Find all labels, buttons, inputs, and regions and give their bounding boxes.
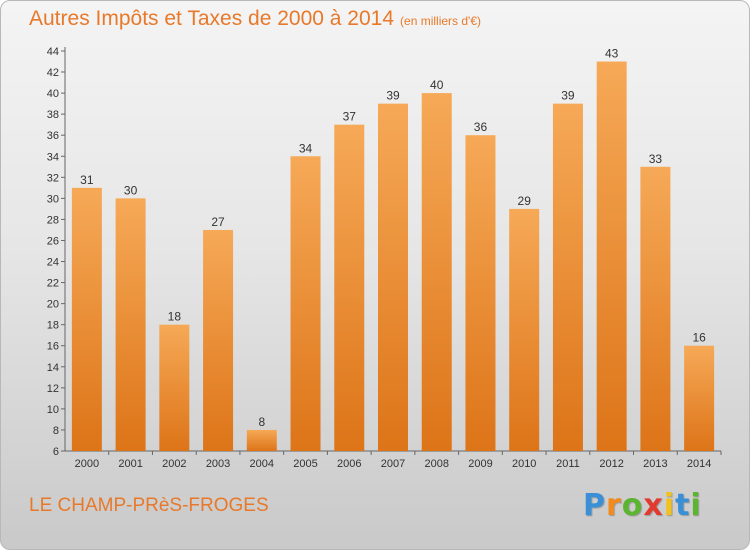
- y-tick-label: 22: [47, 278, 59, 290]
- x-tick-label: 2009: [468, 458, 492, 470]
- y-tick-label: 44: [47, 46, 59, 58]
- x-tick-label: 2001: [118, 458, 142, 470]
- x-tick-label: 2005: [293, 458, 317, 470]
- y-tick-label: 42: [47, 67, 59, 79]
- data-label: 33: [649, 152, 663, 166]
- bar: [640, 166, 671, 451]
- bar: [246, 429, 277, 451]
- logo-letter: t: [675, 488, 691, 523]
- y-tick-label: 20: [47, 299, 59, 311]
- data-label: 31: [80, 173, 94, 187]
- data-label: 18: [168, 310, 182, 324]
- x-tick-label: 2010: [512, 458, 536, 470]
- bar: [421, 93, 452, 452]
- x-tick-label: 2013: [643, 458, 667, 470]
- data-label: 27: [211, 215, 225, 229]
- bar: [684, 345, 715, 451]
- y-tick-label: 30: [47, 193, 59, 205]
- x-tick-label: 2012: [599, 458, 623, 470]
- y-tick-label: 38: [47, 109, 59, 121]
- y-tick-label: 26: [47, 235, 59, 247]
- y-tick-label: 6: [53, 446, 59, 458]
- data-label: 34: [299, 141, 313, 155]
- chart-title-text: Autres Impôts et Taxes de 2000 à 2014: [29, 7, 395, 30]
- logo-letter: x: [643, 488, 664, 523]
- data-label: 29: [518, 194, 532, 208]
- proxiti-logo: Proxiti: [583, 488, 702, 523]
- y-tick-label: 18: [47, 320, 59, 332]
- commune-name: LE CHAMP-PRèS-FROGES: [29, 495, 269, 516]
- bar: [596, 61, 627, 452]
- bar: [115, 198, 146, 451]
- x-tick-label: 2002: [162, 458, 186, 470]
- x-tick-label: 2011: [556, 458, 580, 470]
- logo-letter: P: [583, 488, 606, 523]
- data-label: 39: [386, 89, 400, 103]
- bar: [509, 208, 540, 451]
- logo-letter: r: [606, 488, 622, 523]
- bar: [465, 135, 496, 452]
- plot-area: 6 8 10 12 14 16 18 20 22 24 26 28 30 32 34 36 38 40 42 44 20…: [47, 46, 722, 470]
- y-tick-label: 36: [47, 130, 59, 142]
- chart-title: Autres Impôts et Taxes de 2000 à 2014 (en…: [29, 7, 481, 31]
- y-tick-label: 10: [47, 404, 59, 416]
- y-tick-label: 16: [47, 341, 59, 353]
- y-tick-label: 8: [53, 425, 59, 437]
- logo-letter: o: [621, 488, 644, 523]
- data-label: 36: [474, 120, 488, 134]
- x-tick-label: 2007: [381, 458, 405, 470]
- y-tick-label: 14: [47, 362, 59, 374]
- data-label: 30: [124, 183, 138, 197]
- bar: [159, 324, 190, 451]
- y-tick-label: 32: [47, 172, 59, 184]
- bar: [203, 229, 234, 451]
- data-label: 39: [561, 89, 575, 103]
- bar: [334, 124, 365, 452]
- data-label: 43: [605, 47, 619, 61]
- x-tick-label: 2008: [424, 458, 448, 470]
- x-tick-label: 2006: [337, 458, 361, 470]
- x-tick-label: 2004: [250, 458, 274, 470]
- data-label: 37: [343, 110, 357, 124]
- x-tick-label: 2014: [687, 458, 711, 470]
- bar: [552, 103, 583, 451]
- y-tick-label: 34: [47, 151, 59, 163]
- x-tick-label: 2000: [75, 458, 99, 470]
- data-label: 16: [692, 331, 706, 345]
- bar: [378, 103, 408, 451]
- y-tick-label: 40: [47, 88, 59, 100]
- x-tick-label: 2003: [206, 458, 230, 470]
- bar: [71, 187, 102, 451]
- data-label: 8: [258, 415, 265, 429]
- logo-letter: i: [663, 488, 676, 523]
- y-tick-label: 24: [47, 257, 59, 269]
- y-tick-label: 28: [47, 214, 59, 226]
- bar: [290, 156, 321, 451]
- chart-unit: (en milliers d'€): [400, 14, 482, 28]
- data-label: 40: [430, 78, 444, 92]
- y-tick-label: 12: [47, 383, 59, 395]
- logo-letter: i: [690, 488, 702, 523]
